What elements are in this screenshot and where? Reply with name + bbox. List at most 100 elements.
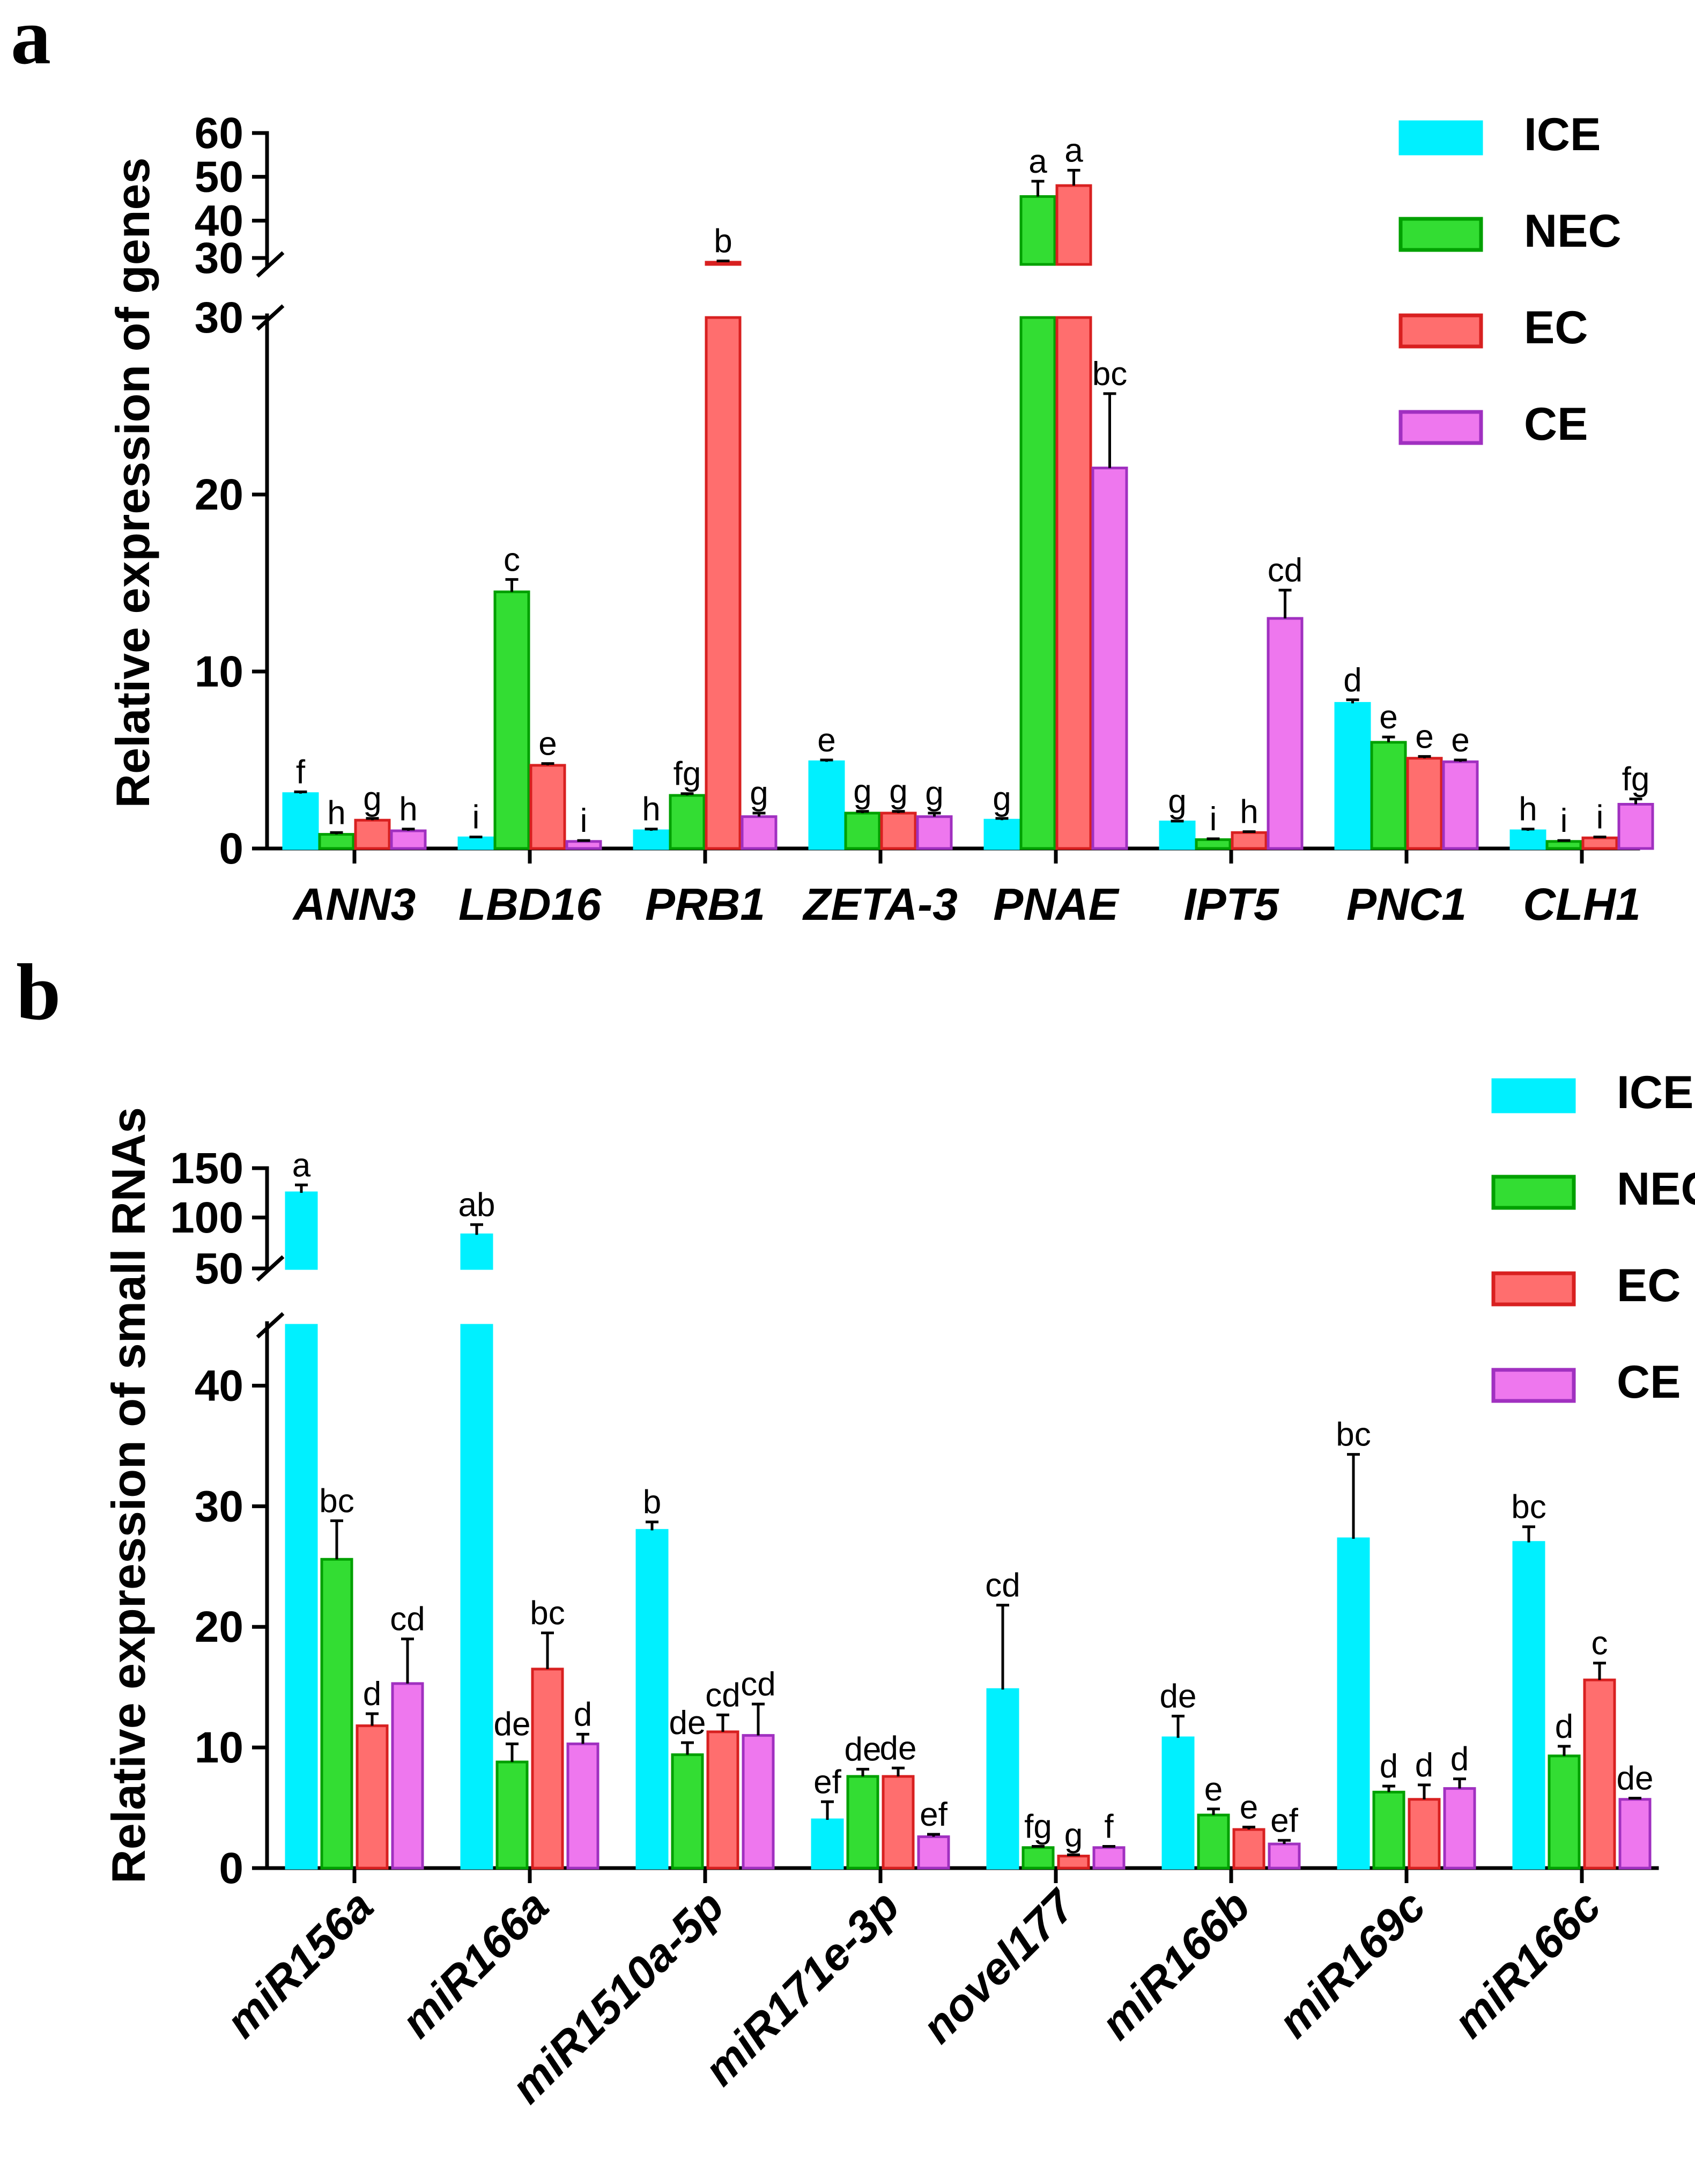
panel-b-bar-ice [986,1688,1019,1870]
panel-a-significance-letter: i [580,802,588,839]
panel-a-significance-letter: bc [1092,356,1127,393]
panel-b-significance-letter: ef [920,1796,948,1833]
panel-b-bar-ec [1408,1798,1441,1870]
panel-b-legend-swatch-nec [1491,1175,1576,1210]
panel-b-significance-letter: c [1592,1625,1608,1662]
panel-a-bar-ec [1581,836,1618,850]
panel-b-category-label: miR166b [1091,1880,1260,2049]
panel-a-significance-letter: a [1028,143,1047,180]
panel-b-bar-nec [320,1558,353,1870]
panel-a-bar-nec [493,591,530,850]
panel-a-bar-ec [1055,316,1092,850]
panel-a-bar-nec [1195,838,1232,850]
panel-a-bar-ice [983,818,1020,850]
panel-b-legend-swatch-ice [1491,1078,1576,1113]
panel-b-ytick-label: 100 [170,1193,243,1242]
panel-b-bar-ice [1161,1736,1195,1870]
panel-b-plot: 01020304050100150miR156aabcdcdmiR166aabd… [170,1144,1659,2113]
panel-b-ytick-label: 40 [195,1361,243,1410]
panel-b-legend-label-ec: EC [1617,1260,1681,1311]
panel-a-significance-letter: e [817,722,835,759]
panel-b-significance-letter: de [1160,1678,1197,1715]
panel-b-legend-swatch-ec [1491,1271,1576,1307]
panel-b-ytick-label: 150 [170,1144,243,1193]
panel-b-ytick-label: 10 [195,1723,243,1772]
panel-a-bar-ice [1334,702,1371,850]
panel-a-bar-ce [1267,617,1304,850]
panel-b-bar-ec [882,1775,915,1870]
panel-b-category-label: miR166a [391,1880,558,2047]
panel-b-bar-ice-upper [460,1233,493,1270]
panel-a-significance-letter: h [399,791,417,828]
panel-b-bar-nec [1548,1754,1581,1870]
panel-b-significance-letter: e [1240,1789,1258,1826]
panel-a-significance-letter: b [714,223,732,260]
panel-b-bar-ce [1618,1798,1652,1870]
panel-b-significance-letter: bc [1511,1489,1546,1526]
panel-a-bar-ec [1406,757,1443,850]
panel-b-bar-ce [1443,1787,1476,1870]
panel-a-significance-letter: g [889,773,907,810]
panel-a-ytick-label: 20 [195,470,243,519]
panel-a-significance-letter: e [1379,699,1397,736]
panel-b-axis-break-top [256,1255,285,1282]
panel-b-bar-ce [566,1742,599,1870]
panel-b-significance-letter: d [1555,1708,1573,1745]
panel-a-bar-ec-upper [1055,184,1092,266]
panel-b-significance-letter: e [1204,1771,1223,1808]
panel-a-category-label: CLH1 [1523,879,1640,929]
panel-b-significance-letter: bc [530,1595,565,1632]
panel-b-significance-letter: ef [813,1764,841,1801]
panel-a-bar-ice [1159,821,1196,850]
panel-a-significance-letter: h [327,794,345,831]
panel-b-significance-letter: cd [705,1677,740,1714]
panel-a-bar-nec [669,794,706,850]
panel-a-ytick-label: 40 [195,196,243,245]
panel-a-significance-letter: g [853,773,871,810]
panel-b-significance-letter: de [880,1730,917,1767]
panel-b-category-label: miR156a [216,1880,383,2047]
panel-a-category-label: ZETA-3 [802,879,958,929]
panel-a-bar-nec-upper [1019,195,1056,266]
panel-a-bar-ice [633,829,670,850]
panel-b-legend-swatch-ce [1491,1368,1576,1403]
panel-b-bar-ec [706,1730,739,1870]
panel-a-ytick-label: 60 [195,109,243,158]
panel-b-legend: ICE NEC EC CE [1491,1067,1695,1408]
panel-b-bar-ce [391,1682,424,1870]
panel-b-bar-ce [1268,1842,1301,1870]
panel-b-bar-nec [1197,1813,1230,1870]
panel-b-ylabel: Relative expression of small RNAs [102,1107,155,1884]
panel-b-bar-ec [1583,1678,1616,1870]
panel-a-bar-ec [705,316,742,850]
panel-a-significance-letter: f [296,754,306,791]
panel-a-legend-label-ce: CE [1524,399,1588,450]
panel-a-significance-letter: i [1596,799,1604,836]
panel-b-bar-ec [531,1667,564,1870]
panel-a-bar-ice [457,836,494,850]
panel-b-category-label: novel177 [912,1879,1085,2053]
panel-a-significance-letter: fg [673,756,701,793]
panel-b-bar-nec [671,1753,704,1870]
panel-a-category-label: PNAE [993,879,1120,929]
panel-a-legend-swatch-ec [1398,313,1483,349]
panel-a-significance-letter: e [1415,718,1433,755]
panel-b-bar-ec [1057,1855,1090,1870]
panel-b-significance-letter: de [1617,1760,1654,1797]
panel-a-significance-letter: h [1240,794,1258,831]
panel-a-bar-ec [354,818,391,850]
panel-a-bar-ec-upper [705,261,742,266]
panel-b-significance-letter: ab [458,1186,495,1223]
panel-a-significance-letter: d [1343,662,1361,699]
panel-a-bar-ice [282,792,319,850]
panel-a-bar-ce [1091,467,1128,850]
panel-b-bar-ec [1232,1828,1265,1870]
panel-a-bar-ec [1231,831,1268,850]
panel-a-category-label: PNC1 [1346,879,1467,929]
panel-b-bar-nec [1022,1846,1055,1870]
panel-a-bar-ice [1509,829,1546,850]
panel-a-significance-letter: g [363,780,381,817]
panel-b-significance-letter: b [643,1484,661,1521]
panel-b-bar-ce [742,1734,775,1870]
panel-a-significance-letter: e [538,726,557,763]
